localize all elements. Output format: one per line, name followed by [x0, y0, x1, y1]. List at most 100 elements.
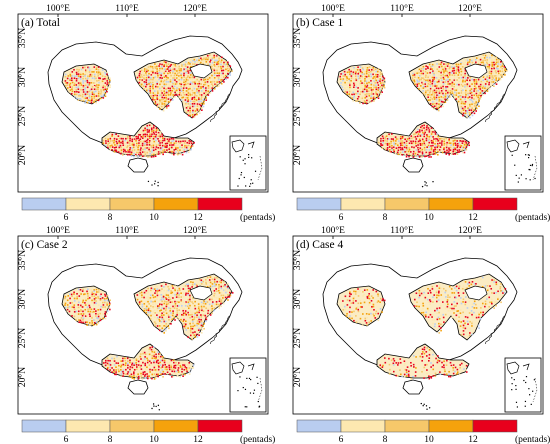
colorbar: 6 8 10 12 (pentads): [296, 419, 550, 444]
map-svg: 100°E 110°E 120°E 35°N 30°N 25°N 20°N (d) Case …: [292, 225, 550, 444]
south-china-sea-inset: [229, 135, 267, 191]
hainan-island: [402, 157, 424, 173]
south-china-sea-inset: [504, 135, 542, 191]
colorbar-segment: [428, 197, 474, 211]
colorbar-tick: 12: [468, 435, 478, 444]
lat-tick-label: 25°N: [17, 328, 28, 348]
colorbar-tick: 10: [149, 435, 159, 444]
lat-tick-label: 30°N: [292, 67, 303, 87]
lat-tick-label: 25°N: [17, 106, 28, 126]
hainan-island: [127, 379, 149, 395]
lon-tick-label: 110°E: [115, 225, 139, 236]
colorbar-segment: [340, 419, 386, 433]
colorbar-tick: 6: [339, 435, 344, 444]
colorbar-segment: [384, 419, 430, 433]
lat-tick-label: 30°N: [292, 289, 303, 309]
colorbar-tick: 8: [108, 435, 113, 444]
colorbar-unit: (pentads): [240, 212, 275, 223]
colorbar-segment: [296, 197, 342, 211]
map-svg: 100°E 110°E 120°E 35°N 30°N 25°N 20°N (c) Case …: [17, 225, 275, 444]
colorbar-tick: 6: [64, 213, 69, 223]
lon-tick-label: 120°E: [458, 3, 482, 14]
lat-tick-label: 20°N: [292, 145, 303, 165]
lat-tick-label: 25°N: [292, 328, 303, 348]
panel-title: (a) Total: [21, 17, 60, 29]
colorbar-segment: [197, 197, 243, 211]
south-china-sea-inset: [504, 357, 542, 413]
rainfall-dots: [411, 54, 508, 119]
lon-tick-label: 110°E: [390, 225, 414, 236]
rainfall-dots: [342, 288, 386, 327]
colorbar-segment: [65, 419, 111, 433]
lon-tick-label: 100°E: [321, 3, 345, 14]
hainan-island: [402, 379, 424, 395]
rainfall-dots: [379, 346, 468, 380]
colorbar-tick: 8: [108, 213, 113, 223]
map-svg: 100°E 110°E 120°E 35°N 30°N 25°N 20°N (a) Total…: [17, 3, 275, 223]
colorbar: 6 8 10 12 (pentads): [296, 197, 550, 223]
colorbar-tick: 10: [424, 435, 434, 444]
lon-tick-label: 120°E: [183, 225, 207, 236]
colorbar-tick: 10: [424, 213, 434, 223]
map-panel-b: 100°E 110°E 120°E 35°N 30°N 25°N 20°N (b) Case …: [275, 0, 550, 223]
colorbar-segment: [21, 419, 67, 433]
hainan-island: [127, 157, 149, 173]
lat-tick-label: 25°N: [292, 106, 303, 126]
colorbar-segment: [340, 197, 386, 211]
lat-tick-label: 20°N: [292, 367, 303, 387]
lat-tick-label: 30°N: [17, 289, 28, 309]
south-china-sea-inset: [229, 357, 267, 413]
lon-tick-label: 100°E: [46, 225, 70, 236]
map-panel-c: 100°E 110°E 120°E 35°N 30°N 25°N 20°N (c) Case …: [0, 222, 275, 444]
lon-tick-label: 100°E: [321, 225, 345, 236]
map-panel-d: 100°E 110°E 120°E 35°N 30°N 25°N 20°N (d) Case …: [275, 222, 550, 444]
colorbar-tick: 6: [339, 213, 344, 223]
colorbar: 6 8 10 12 (pentads): [21, 197, 275, 223]
rainfall-dots: [64, 288, 111, 326]
lat-tick-label: 20°N: [17, 367, 28, 387]
colorbar-segment: [384, 197, 430, 211]
rainfall-dots: [136, 276, 234, 340]
colorbar-tick: 8: [383, 435, 388, 444]
colorbar-segment: [109, 197, 155, 211]
rainfall-dots: [102, 124, 195, 158]
colorbar-tick: 6: [64, 435, 69, 444]
colorbar-unit: (pentads): [240, 434, 275, 444]
lat-tick-label: 20°N: [17, 145, 28, 165]
colorbar-segment: [65, 197, 111, 211]
panel-title: (d) Case 4: [296, 239, 344, 251]
colorbar-segment: [197, 419, 243, 433]
colorbar-segment: [21, 197, 67, 211]
colorbar-tick: 10: [149, 213, 159, 223]
colorbar-unit: (pentads): [515, 434, 550, 444]
rainfall-dots: [339, 66, 386, 105]
rainfall-dots: [64, 66, 111, 104]
colorbar-segment: [428, 419, 474, 433]
colorbar-segment: [109, 419, 155, 433]
rainfall-dots: [413, 276, 507, 338]
lat-tick-label: 35°N: [292, 250, 303, 270]
colorbar-tick: 12: [193, 213, 203, 223]
lat-tick-label: 30°N: [17, 67, 28, 87]
colorbar-tick: 12: [468, 213, 478, 223]
colorbar-tick: 8: [383, 213, 388, 223]
rainfall-dots: [377, 124, 470, 158]
lat-tick-label: 35°N: [17, 28, 28, 48]
rainfall-dots: [102, 346, 195, 380]
lat-tick-label: 35°N: [292, 28, 303, 48]
colorbar-segment: [472, 197, 518, 211]
lon-tick-label: 120°E: [458, 225, 482, 236]
lon-tick-label: 110°E: [115, 3, 139, 14]
colorbar-unit: (pentads): [515, 212, 550, 223]
panel-title: (c) Case 2: [21, 239, 68, 251]
panel-title: (b) Case 1: [296, 17, 344, 29]
lon-tick-label: 120°E: [183, 3, 207, 14]
map-panel-a: 100°E 110°E 120°E 35°N 30°N 25°N 20°N (a) Total…: [0, 0, 275, 223]
lon-tick-label: 110°E: [390, 3, 414, 14]
colorbar-segment: [296, 419, 342, 433]
colorbar-tick: 12: [193, 435, 203, 444]
rainfall-dots: [136, 54, 233, 118]
lat-tick-label: 35°N: [17, 250, 28, 270]
colorbar-segment: [153, 419, 199, 433]
map-svg: 100°E 110°E 120°E 35°N 30°N 25°N 20°N (b) Case …: [292, 3, 550, 223]
